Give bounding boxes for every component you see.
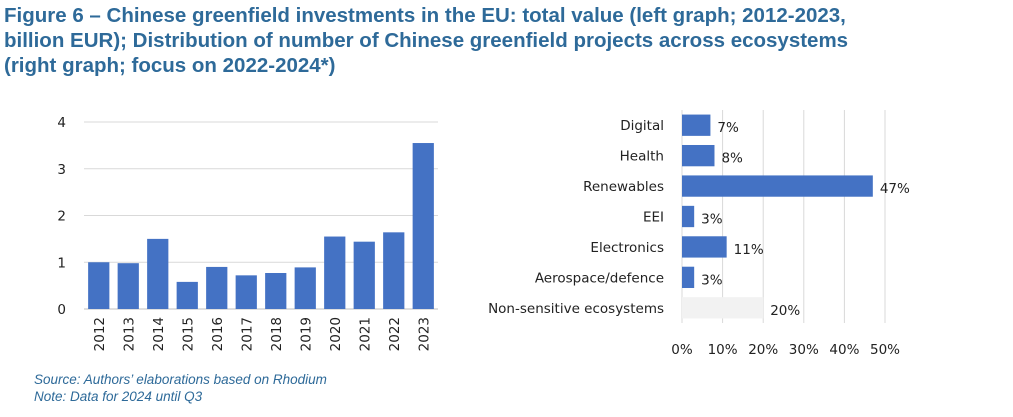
- figure-title-line-3: (right graph; focus on 2022-2024*): [4, 54, 336, 77]
- bar: [682, 175, 873, 197]
- ecosystem-distribution-chart: 0% 10% 20% 30% 40% 50% Digital 7% Health 8% Renewa…: [488, 110, 910, 358]
- bar: [147, 238, 169, 309]
- figure-title-line-2: billion EUR); Distribution of number of …: [4, 29, 849, 52]
- bar: [682, 236, 727, 258]
- x-tick-label: 2013: [121, 317, 137, 351]
- category-label: Digital: [620, 118, 664, 134]
- y-tick-label: 2: [57, 209, 66, 225]
- x-tick-label: 2023: [416, 317, 432, 351]
- x-tick-label: 10%: [708, 342, 738, 358]
- bar: [682, 144, 715, 167]
- y-tick-label: 3: [57, 162, 66, 178]
- bar: [294, 267, 316, 309]
- bar: [265, 273, 287, 309]
- data-label: 20%: [770, 303, 800, 319]
- x-tick-label: 2018: [269, 317, 285, 351]
- x-tick-label: 50%: [870, 342, 900, 358]
- data-label: 47%: [880, 181, 910, 197]
- y-tick-label: 0: [57, 302, 66, 318]
- bar: [88, 262, 110, 309]
- data-note: Note: Data for 2024 until Q3: [34, 389, 203, 404]
- x-tick-label: 2020: [328, 317, 344, 351]
- category-label: Non-sensitive ecosystems: [488, 301, 664, 317]
- figure-title-line-1: Figure 6 – Chinese greenfield investment…: [4, 4, 846, 27]
- data-label: 8%: [721, 151, 743, 167]
- x-tick-label: 0%: [671, 342, 693, 358]
- x-tick-label: 2014: [151, 317, 167, 351]
- x-tick-label: 30%: [789, 342, 819, 358]
- data-label: 3%: [701, 212, 723, 228]
- x-tick-label: 2017: [239, 317, 255, 351]
- bar: [412, 143, 434, 309]
- bar: [682, 297, 764, 319]
- bar: [176, 281, 198, 309]
- bar: [383, 232, 405, 309]
- x-tick-label: 2012: [92, 317, 108, 351]
- bar: [682, 114, 711, 136]
- data-label: 3%: [701, 272, 723, 288]
- investment-value-chart: 0 1 2 3 4 2012 2013 2014 2015 2016 2017 2018 2019 202…: [57, 115, 438, 351]
- x-tick-label: 2019: [298, 317, 314, 351]
- source-note: Source: Authors’ elaborations based on R…: [34, 372, 327, 387]
- category-label: EEI: [643, 210, 664, 226]
- bar: [206, 266, 228, 309]
- bar: [353, 241, 375, 309]
- bar: [235, 275, 257, 309]
- category-label: Health: [620, 149, 664, 165]
- data-label: 11%: [734, 242, 764, 258]
- bar: [117, 263, 139, 309]
- x-tick-label: 2021: [357, 317, 373, 351]
- bar: [682, 266, 695, 289]
- x-tick-label: 2022: [387, 317, 403, 351]
- category-label: Aerospace/defence: [535, 270, 664, 286]
- x-tick-label: 40%: [829, 342, 859, 358]
- x-tick-label: 2016: [210, 317, 226, 351]
- category-label: Electronics: [590, 240, 664, 256]
- y-tick-label: 4: [57, 115, 66, 131]
- x-tick-label: 2015: [180, 317, 196, 351]
- x-tick-label: 20%: [748, 342, 778, 358]
- y-tick-label: 1: [57, 255, 66, 271]
- category-label: Renewables: [583, 179, 664, 195]
- data-label: 7%: [717, 120, 739, 136]
- bar: [324, 236, 346, 309]
- bar: [682, 205, 695, 228]
- figure-title: Figure 6 – Chinese greenfield investment…: [4, 3, 1004, 78]
